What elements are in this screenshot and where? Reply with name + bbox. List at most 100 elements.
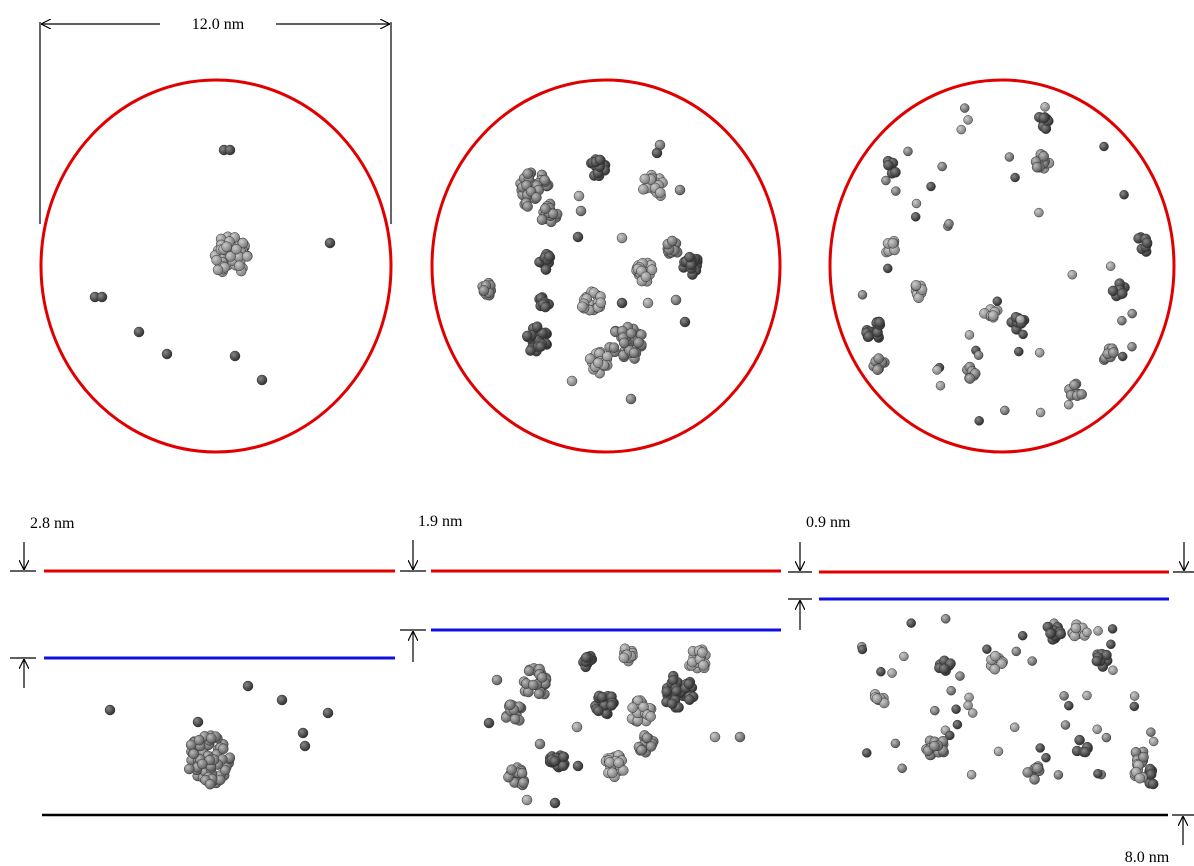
atom [522, 795, 532, 805]
atom [1093, 725, 1102, 734]
atoms [90, 102, 1158, 808]
atom [891, 739, 900, 748]
atom [1071, 623, 1081, 633]
atom [930, 741, 940, 751]
atom [876, 667, 885, 676]
atom [956, 672, 965, 681]
atom [550, 798, 560, 808]
panel-label: 1.9 nm [418, 513, 463, 530]
atom [574, 191, 584, 201]
atom [990, 651, 1000, 661]
atom [964, 115, 973, 124]
atom [953, 720, 962, 729]
atom [1077, 389, 1087, 399]
atom [947, 686, 956, 695]
atom [675, 185, 685, 195]
atom [234, 261, 244, 271]
atom [105, 705, 115, 715]
atom [965, 693, 974, 702]
atom [531, 193, 541, 203]
atom [899, 652, 908, 661]
atom [1100, 142, 1109, 151]
atom [952, 705, 961, 714]
atom [994, 747, 1003, 756]
atom [298, 728, 308, 738]
atom [1064, 400, 1073, 409]
atom [1128, 309, 1137, 318]
atom [595, 155, 605, 165]
atom [1036, 744, 1045, 753]
atom [990, 664, 1000, 674]
atom [888, 669, 897, 678]
atom [982, 645, 991, 654]
atom [1012, 647, 1021, 656]
atom [577, 302, 587, 312]
atom [517, 768, 527, 778]
atom [1068, 270, 1077, 279]
atom [231, 244, 241, 254]
atom [873, 365, 883, 375]
atom [609, 343, 619, 353]
panel-label: 2.8 nm [30, 515, 75, 532]
atom [1080, 747, 1090, 757]
atom [975, 416, 984, 425]
top-views [41, 80, 1174, 452]
atom [593, 706, 603, 716]
atom [642, 733, 652, 743]
atom [1000, 406, 1009, 415]
atom [662, 687, 672, 697]
atom [1056, 629, 1066, 639]
atom [567, 376, 577, 386]
atom [550, 756, 560, 766]
atom [907, 619, 916, 628]
atom [911, 212, 920, 221]
atom [1108, 286, 1118, 296]
atom [667, 699, 677, 709]
atom [206, 733, 216, 743]
atom [638, 184, 648, 194]
atom [1118, 352, 1127, 361]
atom [523, 169, 533, 179]
atom [197, 759, 207, 769]
atom [593, 358, 603, 368]
atom [300, 741, 310, 751]
atom [194, 735, 204, 745]
atom [1039, 113, 1049, 123]
atom [1117, 289, 1127, 299]
atom [607, 768, 617, 778]
figure: 12.0 nm 2.8 nm 1.9 nm 0.9 nm 8.0 nm [0, 0, 1194, 866]
atom [581, 653, 591, 663]
atom [974, 351, 983, 360]
width-dimension [40, 22, 391, 224]
atom [617, 298, 627, 308]
atom [1149, 737, 1158, 746]
atom [162, 349, 172, 359]
atom [1028, 657, 1037, 666]
atom [652, 148, 662, 158]
atom [225, 145, 235, 155]
atom [957, 125, 966, 134]
atom [993, 297, 1002, 306]
atom [930, 706, 939, 715]
atom [519, 778, 529, 788]
atom [1011, 173, 1020, 182]
atom [933, 366, 942, 375]
atom [213, 265, 223, 275]
atom [883, 264, 892, 273]
atom [1130, 692, 1139, 701]
atom [540, 204, 550, 214]
atom [1036, 408, 1045, 417]
atom [1117, 316, 1126, 325]
atom [573, 232, 583, 242]
atom [898, 764, 907, 773]
width-label: 12.0 nm [192, 16, 245, 33]
atom [1042, 753, 1051, 762]
atom [230, 351, 240, 361]
atom [1019, 330, 1028, 339]
atom [205, 779, 215, 789]
atom [222, 242, 232, 252]
atom [597, 692, 607, 702]
atom [667, 236, 677, 246]
atom [1039, 151, 1049, 161]
atom [1061, 721, 1070, 730]
